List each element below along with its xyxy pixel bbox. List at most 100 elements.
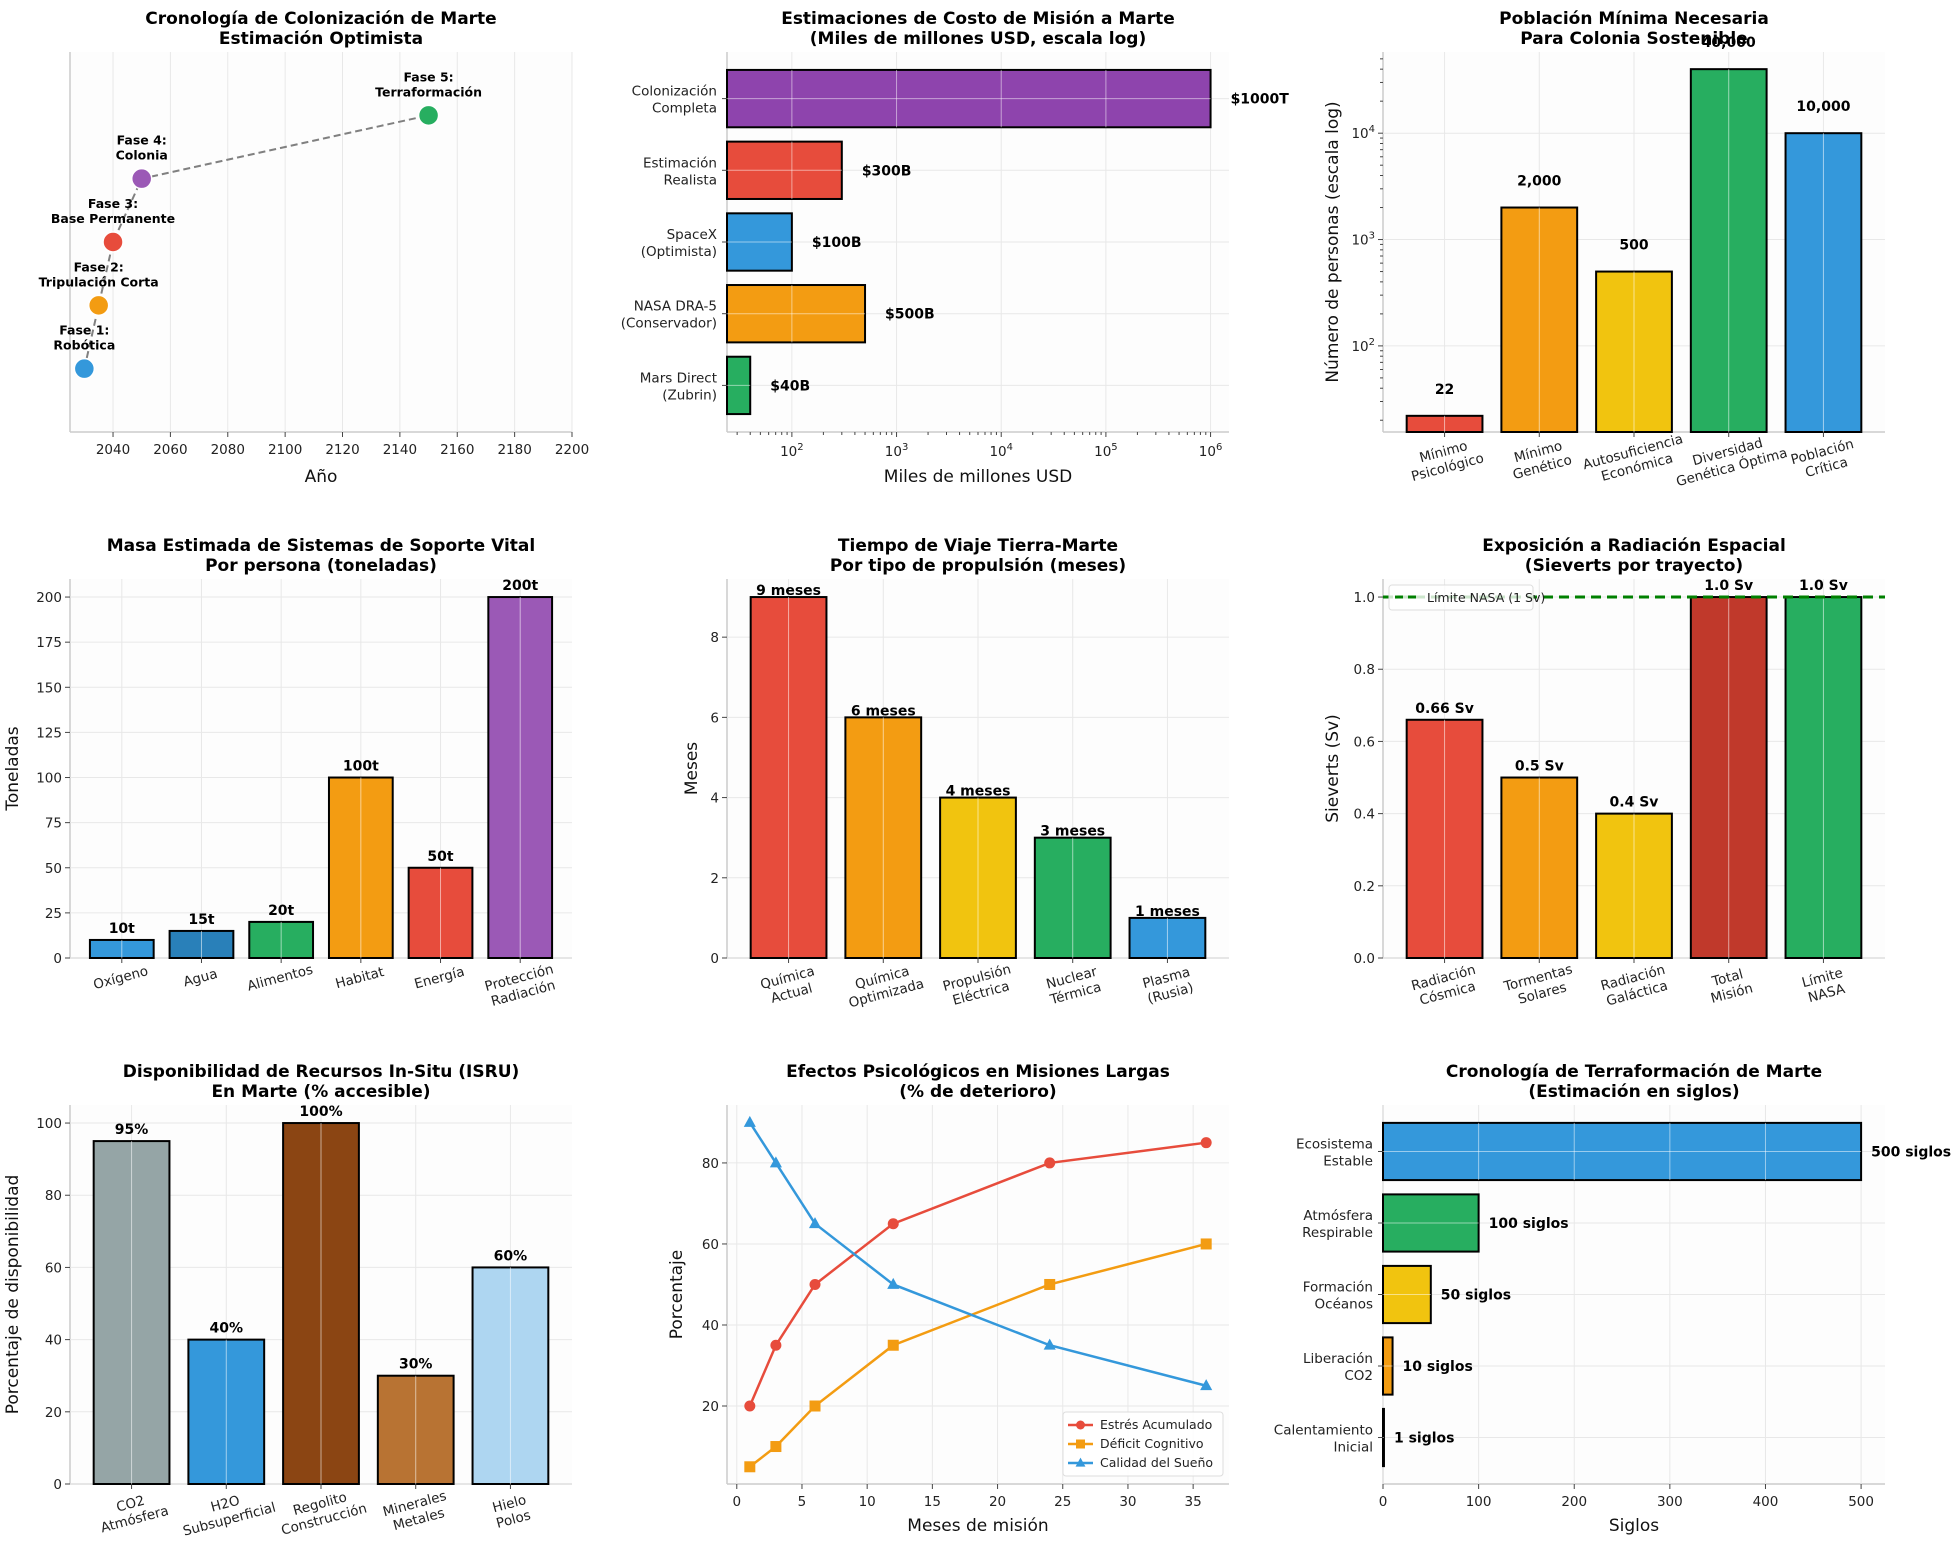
data-label: 0.5 Sv: [1515, 759, 1564, 775]
category-label: MínimoPsicológico: [1406, 435, 1486, 485]
data-label: 100 siglos: [1489, 1216, 1569, 1232]
data-label: $300B: [862, 163, 912, 179]
x-tick-label: 20: [989, 1494, 1006, 1510]
milestone-label: Fase 1: Robótica: [53, 323, 115, 353]
y-tick-label: 0: [710, 951, 719, 967]
x-tick-label: 500: [1848, 1494, 1874, 1510]
data-label: 1 siglos: [1394, 1431, 1455, 1447]
x-tick-label: 400: [1753, 1494, 1779, 1510]
x-tick-label: 30: [1119, 1494, 1136, 1510]
x-tick-label: 102: [780, 442, 804, 460]
x-tick-label: 2100: [268, 442, 302, 458]
milestone-point: [73, 357, 96, 380]
x-tick-label: 100: [1466, 1494, 1492, 1510]
chart-lifesupport: Masa Estimada de Sistemas de Soporte Vit…: [3, 536, 572, 1010]
y-tick-label: 0.0: [1354, 951, 1375, 967]
chart-radiation: Exposición a Radiación Espacial (Sieverts…: [1323, 536, 1885, 1010]
data-label: 40%: [210, 1321, 244, 1337]
y-tick-label: 20: [45, 1405, 62, 1421]
x-tick-label: 2140: [383, 442, 417, 458]
y-tick-label: 0: [53, 1477, 62, 1493]
chart-traveltime: Tiempo de Viaje Tierra-Marte Por tipo de …: [682, 536, 1229, 1011]
y-tick-label: 8: [710, 630, 719, 646]
series-triangle: [743, 1115, 1213, 1391]
category-label: Ecosistema Estable: [1296, 1136, 1373, 1169]
data-label: 1.0 Sv: [1704, 578, 1753, 594]
category-label: SpaceX (Optimista): [641, 227, 717, 260]
milestone-label: Fase 4: Colonia: [116, 133, 168, 163]
data-label: 0.66 Sv: [1415, 701, 1474, 717]
y-tick-label: 104: [1351, 124, 1375, 142]
data-label: 100%: [299, 1104, 342, 1120]
data-label: 50t: [427, 849, 453, 865]
y-axis-label: Sieverts (Sv): [1323, 714, 1343, 823]
y-tick-label: 100: [36, 1116, 62, 1132]
legend: Estrés Acumulado Déficit Cognitivo Calidad…: [1062, 1411, 1224, 1477]
marker-square: [1076, 1439, 1085, 1449]
data-label: 30%: [399, 1357, 433, 1373]
marker-circle: [887, 1218, 899, 1230]
y-tick-label: 103: [1351, 231, 1375, 249]
milestone-point: [87, 294, 110, 317]
category-label: Habitat: [334, 964, 386, 992]
x-tick-label: 2200: [555, 442, 589, 458]
y-tick-label: 100: [36, 771, 62, 787]
chart-title: Disponibilidad de Recursos In-Situ (ISRU…: [123, 1062, 520, 1102]
data-label: 50 siglos: [1441, 1288, 1511, 1304]
category-label: H2OSubsuperficial: [177, 1484, 277, 1540]
category-label: TormentasSolares: [1501, 961, 1578, 1010]
x-axis-label: Año: [305, 467, 338, 487]
category-label: Estimación Realista: [643, 155, 717, 188]
chart-title: Masa Estimada de Sistemas de Soporte Vit…: [107, 536, 535, 576]
marker-triangle: [1200, 1379, 1213, 1391]
category-label: RegolitoConstrucción: [275, 1485, 368, 1539]
chart-title: Exposición a Radiación Espacial (Sieverts…: [1482, 536, 1786, 576]
category-label: Calentamiento Inicial: [1274, 1423, 1373, 1456]
milestone-label: Fase 3: Base Permanente: [51, 196, 175, 226]
category-label: NuclearTérmica: [1043, 964, 1103, 1009]
y-tick-label: 20: [702, 1399, 719, 1415]
x-tick-label: 2040: [96, 442, 130, 458]
chart-costs: Estimaciones de Costo de Misión a Marte(…: [621, 9, 1290, 487]
marker-triangle: [769, 1156, 782, 1168]
data-label: 200t: [502, 578, 538, 594]
data-label: 100t: [343, 759, 379, 775]
chart-terraform: Cronología de Terraformación de Marte (Es…: [1274, 1062, 1951, 1536]
chart-timeline: Cronología de Colonización de Marte Estim…: [39, 9, 590, 487]
data-label: 3 meses: [1040, 824, 1105, 840]
legend-box: [1062, 1411, 1224, 1477]
y-axis-label: Porcentaje: [667, 1250, 687, 1340]
x-tick-label: 2180: [497, 442, 531, 458]
marker-triangle: [1075, 1457, 1086, 1467]
legend-box: [1388, 584, 1534, 611]
y-tick-label: 2: [710, 871, 719, 887]
y-tick-label: 0.2: [1354, 879, 1375, 895]
category-label: AutosuficienciaEconómica: [1581, 431, 1689, 489]
milestone-point: [102, 231, 124, 253]
connector-line: [83, 114, 429, 369]
y-axis-label: Toneladas: [3, 726, 23, 811]
y-tick-label: 6: [710, 710, 719, 726]
data-label: 500 siglos: [1871, 1144, 1951, 1160]
category-label: Atmósfera Respirable: [1302, 1208, 1373, 1241]
x-tick-label: 10: [859, 1494, 876, 1510]
marker-circle: [1044, 1157, 1056, 1169]
chart-title: Población Mínima Necesaria Para Colonia S…: [1499, 9, 1769, 49]
x-tick-label: 2160: [440, 442, 474, 458]
data-label: $100B: [812, 235, 862, 251]
y-tick-label: 102: [1351, 337, 1375, 355]
legend: Límite NASA (1 Sv): [1388, 584, 1545, 611]
data-label: $40B: [770, 378, 810, 394]
x-tick-label: 5: [798, 1494, 807, 1510]
y-axis-label: Porcentaje de disponibilidad: [3, 1175, 23, 1415]
marker-square: [1200, 1238, 1212, 1250]
x-tick-label: 104: [989, 442, 1013, 460]
data-label: 1 meses: [1135, 904, 1200, 920]
y-axis-label: Meses: [682, 742, 702, 795]
data-label: 10,000: [1796, 99, 1850, 115]
category-label: Mars Direct (Zubrin): [640, 370, 717, 403]
data-label: $500B: [885, 307, 935, 323]
x-axis-label: Siglos: [1609, 1516, 1659, 1536]
milestone-label: Fase 5: Terraformación: [375, 69, 482, 99]
milestone-point: [417, 104, 440, 127]
